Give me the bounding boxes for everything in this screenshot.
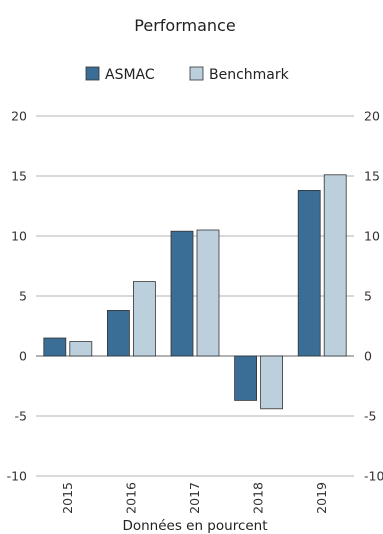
bar-benchmark-2016	[132, 281, 156, 357]
legend: ASMAC Benchmark	[85, 66, 290, 83]
x-tick-label: 2017	[187, 482, 202, 514]
y-tick-label-right: 15	[364, 169, 380, 184]
legend-swatch-benchmark	[189, 66, 204, 81]
legend-label-asmac: ASMAC	[105, 67, 155, 83]
y-tick-label-right: 20	[364, 109, 380, 124]
bar-asmac-2018	[234, 355, 258, 401]
x-tick-label: 2016	[123, 482, 138, 514]
bar-benchmark-2019	[323, 174, 347, 357]
y-tick-label-left: -10	[7, 469, 27, 484]
bar-benchmark-2018	[260, 355, 284, 410]
x-tick-label: 2018	[251, 482, 266, 514]
bars	[43, 174, 347, 410]
bar-benchmark-2017	[196, 229, 220, 357]
x-tick-label: 2015	[60, 482, 75, 514]
y-tick-label-right: 0	[364, 349, 372, 364]
y-tick-label-right: 5	[364, 289, 372, 304]
y-tick-label-left: 20	[11, 109, 27, 124]
chart-title: Performance	[134, 16, 235, 35]
bar-asmac-2019	[297, 189, 321, 357]
y-tick-label-left: 10	[11, 229, 27, 244]
y-tick-label-right: 10	[364, 229, 380, 244]
ticks: -10 -10 -5 -5 0 0 5 5 10 10 15 15 20 20 2015 2016 2017 20…	[7, 109, 383, 514]
y-tick-label-right: -5	[364, 409, 376, 424]
bar-asmac-2015	[43, 337, 67, 357]
legend-swatch-asmac	[85, 66, 100, 81]
bar-asmac-2017	[170, 230, 194, 357]
legend-label-benchmark: Benchmark	[209, 67, 290, 83]
y-tick-label-left: 15	[11, 169, 27, 184]
bar-benchmark-2015	[69, 341, 93, 357]
y-tick-label-left: -5	[15, 409, 27, 424]
x-axis-label: Données en pourcent	[122, 518, 267, 534]
y-tick-label-left: 0	[19, 349, 27, 364]
x-tick-label: 2019	[314, 482, 329, 514]
y-tick-label-left: 5	[19, 289, 27, 304]
y-tick-label-right: -10	[364, 469, 383, 484]
bar-asmac-2016	[107, 309, 130, 357]
